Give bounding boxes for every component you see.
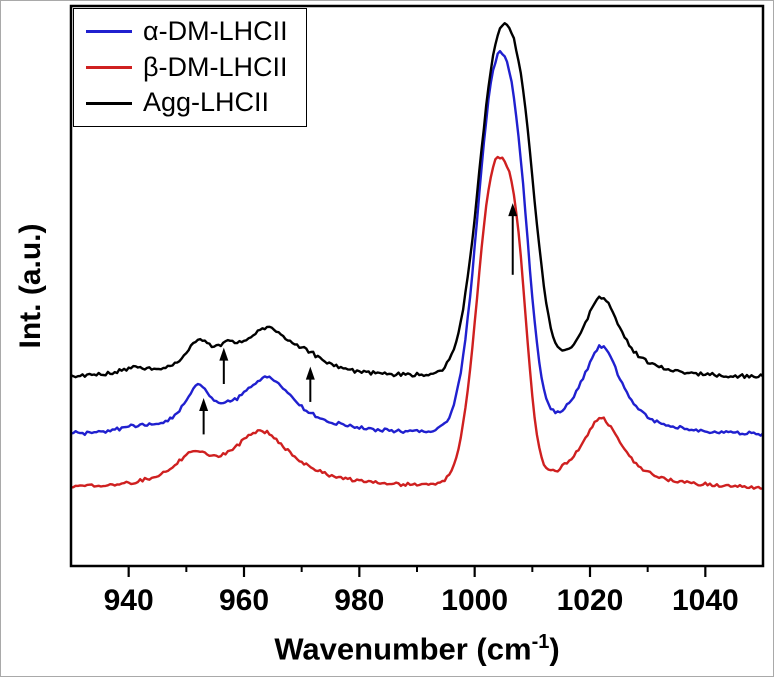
spectrum-curve-2 (70, 22, 764, 379)
legend-item-agg-lhcii: Agg-LHCII (86, 88, 288, 118)
legend-line-swatch-blue (86, 30, 132, 34)
plot-border (69, 4, 765, 568)
x-tick-label: 1000 (441, 584, 508, 617)
legend-item-beta-dm-lhcii: β-DM-LHCII (86, 51, 288, 83)
legend: α-DM-LHCII β-DM-LHCII Agg-LHCII (73, 8, 307, 128)
arrow-annotation-head-2 (305, 366, 315, 380)
legend-label-agg-lhcii: Agg-LHCII (143, 87, 270, 118)
x-tick-label: 1020 (557, 584, 624, 617)
x-tick-label: 1040 (672, 584, 739, 617)
x-axis-label-text: Wavenumber (cm (274, 631, 532, 667)
x-tick-label: 980 (334, 584, 384, 617)
legend-line-swatch-red (86, 66, 132, 70)
legend-item-alpha-dm-lhcii: α-DM-LHCII (86, 16, 288, 47)
legend-label-beta-dm-lhcii: β-DM-LHCII (143, 51, 288, 82)
legend-label-alpha-dm-lhcii: α-DM-LHCII (143, 16, 288, 46)
spectrum-curve-0 (70, 155, 763, 490)
x-tick-label: 960 (219, 584, 269, 617)
arrow-annotation-head-1 (219, 347, 229, 361)
arrow-annotation-head-0 (199, 398, 209, 411)
x-axis-label-close: ) (549, 631, 560, 667)
legend-line-swatch-black (86, 101, 132, 105)
y-axis-label: Int. (a.u.) (14, 223, 47, 349)
x-axis-label-superscript: -1 (531, 631, 550, 653)
arrow-annotation-head-3 (508, 203, 518, 217)
spectrum-curve-1 (70, 49, 764, 437)
x-axis-label: Wavenumber (cm-1) (71, 631, 763, 667)
x-tick-label: 940 (104, 584, 154, 617)
